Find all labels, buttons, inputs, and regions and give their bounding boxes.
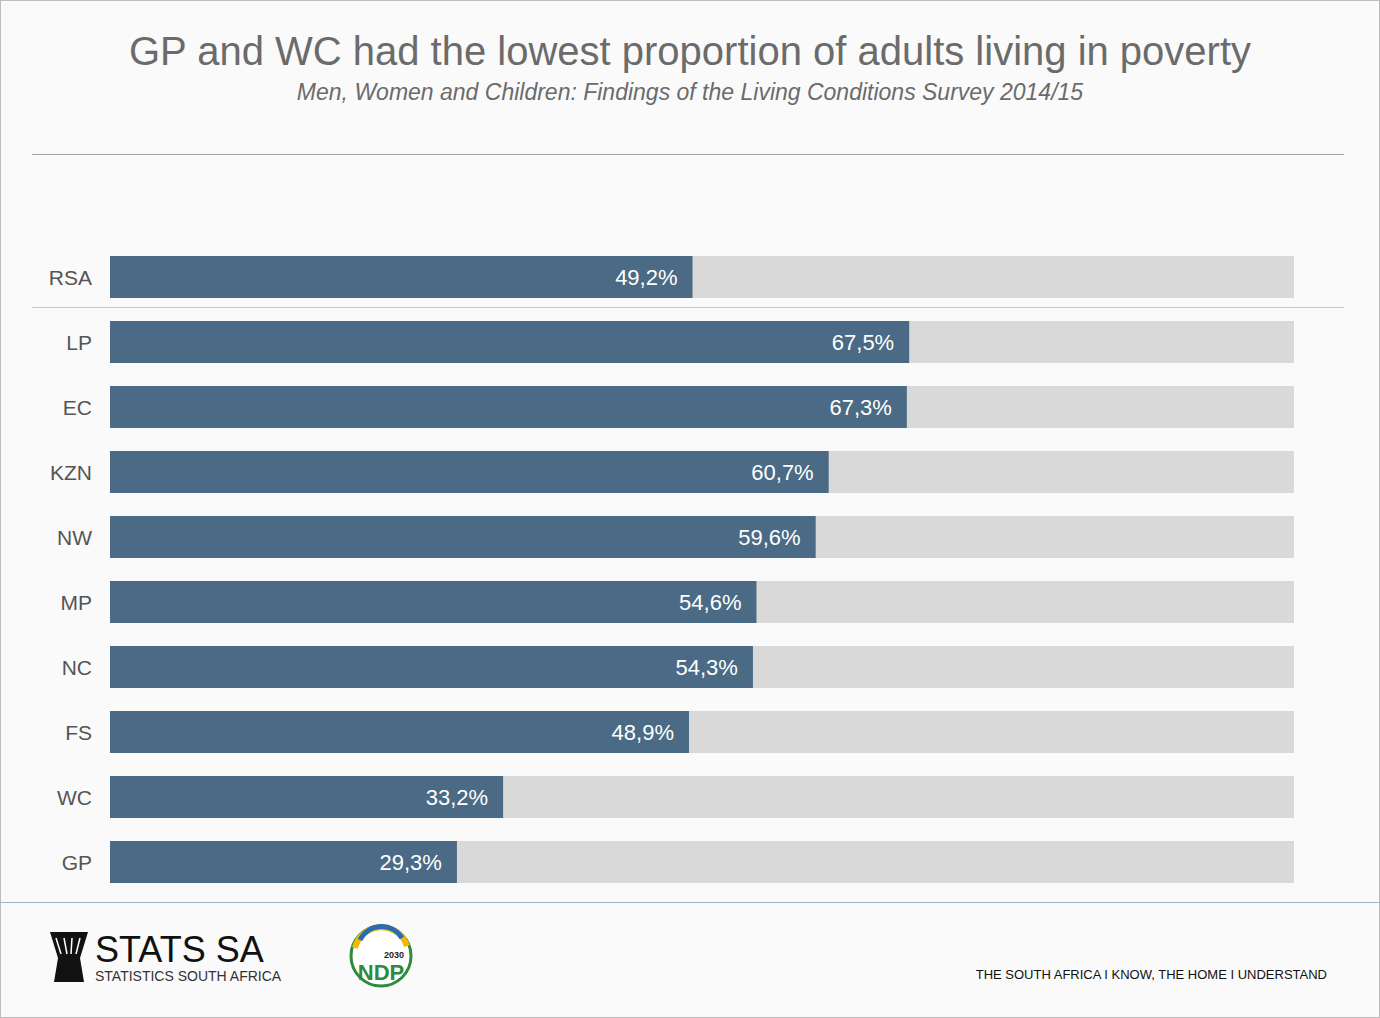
category-label: LP: [66, 331, 92, 354]
data-label: 60,7%: [751, 460, 813, 485]
bar: [110, 776, 503, 818]
bar-track: [110, 451, 1294, 493]
data-label: 54,6%: [679, 590, 741, 615]
data-label: 67,5%: [832, 330, 894, 355]
bar-track: [110, 711, 1294, 753]
logo-icon: [50, 932, 88, 982]
labels: RSA 49,2% LP 67,5% EC 67,3% KZN 60,7% NW 59,6% MP 5…: [49, 265, 894, 875]
title: GP and WC had the lowest proportion of a…: [129, 29, 1251, 73]
data-label: 29,3%: [380, 850, 442, 875]
bar: [110, 646, 753, 688]
bar: [110, 841, 457, 883]
data-label: 54,3%: [676, 655, 738, 680]
category-label: RSA: [49, 266, 92, 289]
logo-shape: [50, 932, 88, 982]
bar-track: [110, 321, 1294, 363]
category-label: EC: [63, 396, 92, 419]
bar-track: [110, 841, 1294, 883]
logo-detail: [56, 938, 80, 954]
bar-track: [110, 256, 1294, 298]
bar: [110, 711, 689, 753]
category-label: FS: [65, 721, 92, 744]
ndp-logo: 2030NDP: [351, 926, 411, 986]
category-label: KZN: [50, 461, 92, 484]
separator: [32, 307, 1344, 308]
ndp-year: 2030: [384, 950, 404, 960]
title-rule: [32, 154, 1344, 155]
category-label: NC: [62, 656, 92, 679]
data-label: 33,2%: [426, 785, 488, 810]
ndp-ring: [351, 926, 411, 986]
ndp-arc: [355, 927, 407, 948]
bar: [110, 581, 756, 623]
data-label: 49,2%: [615, 265, 677, 290]
bar-track: [110, 646, 1294, 688]
category-label: NW: [57, 526, 92, 549]
bar-track: [110, 581, 1294, 623]
bar-track: [110, 776, 1294, 818]
logo-subtext: STATISTICS SOUTH AFRICA: [95, 968, 282, 984]
bar: [110, 516, 816, 558]
ndp-text: NDP: [358, 960, 404, 985]
bar: [110, 386, 907, 428]
bar: [110, 321, 909, 363]
bar-track: [110, 386, 1294, 428]
data-label: 59,6%: [738, 525, 800, 550]
bar: [110, 256, 693, 298]
background: [1, 1, 1380, 1018]
footer-rule: [0, 902, 1380, 903]
tagline: THE SOUTH AFRICA I KNOW, THE HOME I UNDE…: [976, 967, 1327, 982]
logo-text: STATS SA: [95, 929, 264, 970]
bar-track: [110, 516, 1294, 558]
chart: GP and WC had the lowest proportion of a…: [0, 0, 1380, 1018]
category-label: WC: [57, 786, 92, 809]
ndp-arc: [360, 927, 402, 940]
data-label: 67,3%: [829, 395, 891, 420]
bars: [110, 256, 909, 883]
subtitle: Men, Women and Children: Findings of the…: [297, 79, 1083, 105]
data-label: 48,9%: [612, 720, 674, 745]
bar: [110, 451, 829, 493]
category-label: MP: [61, 591, 93, 614]
category-label: GP: [62, 851, 92, 874]
